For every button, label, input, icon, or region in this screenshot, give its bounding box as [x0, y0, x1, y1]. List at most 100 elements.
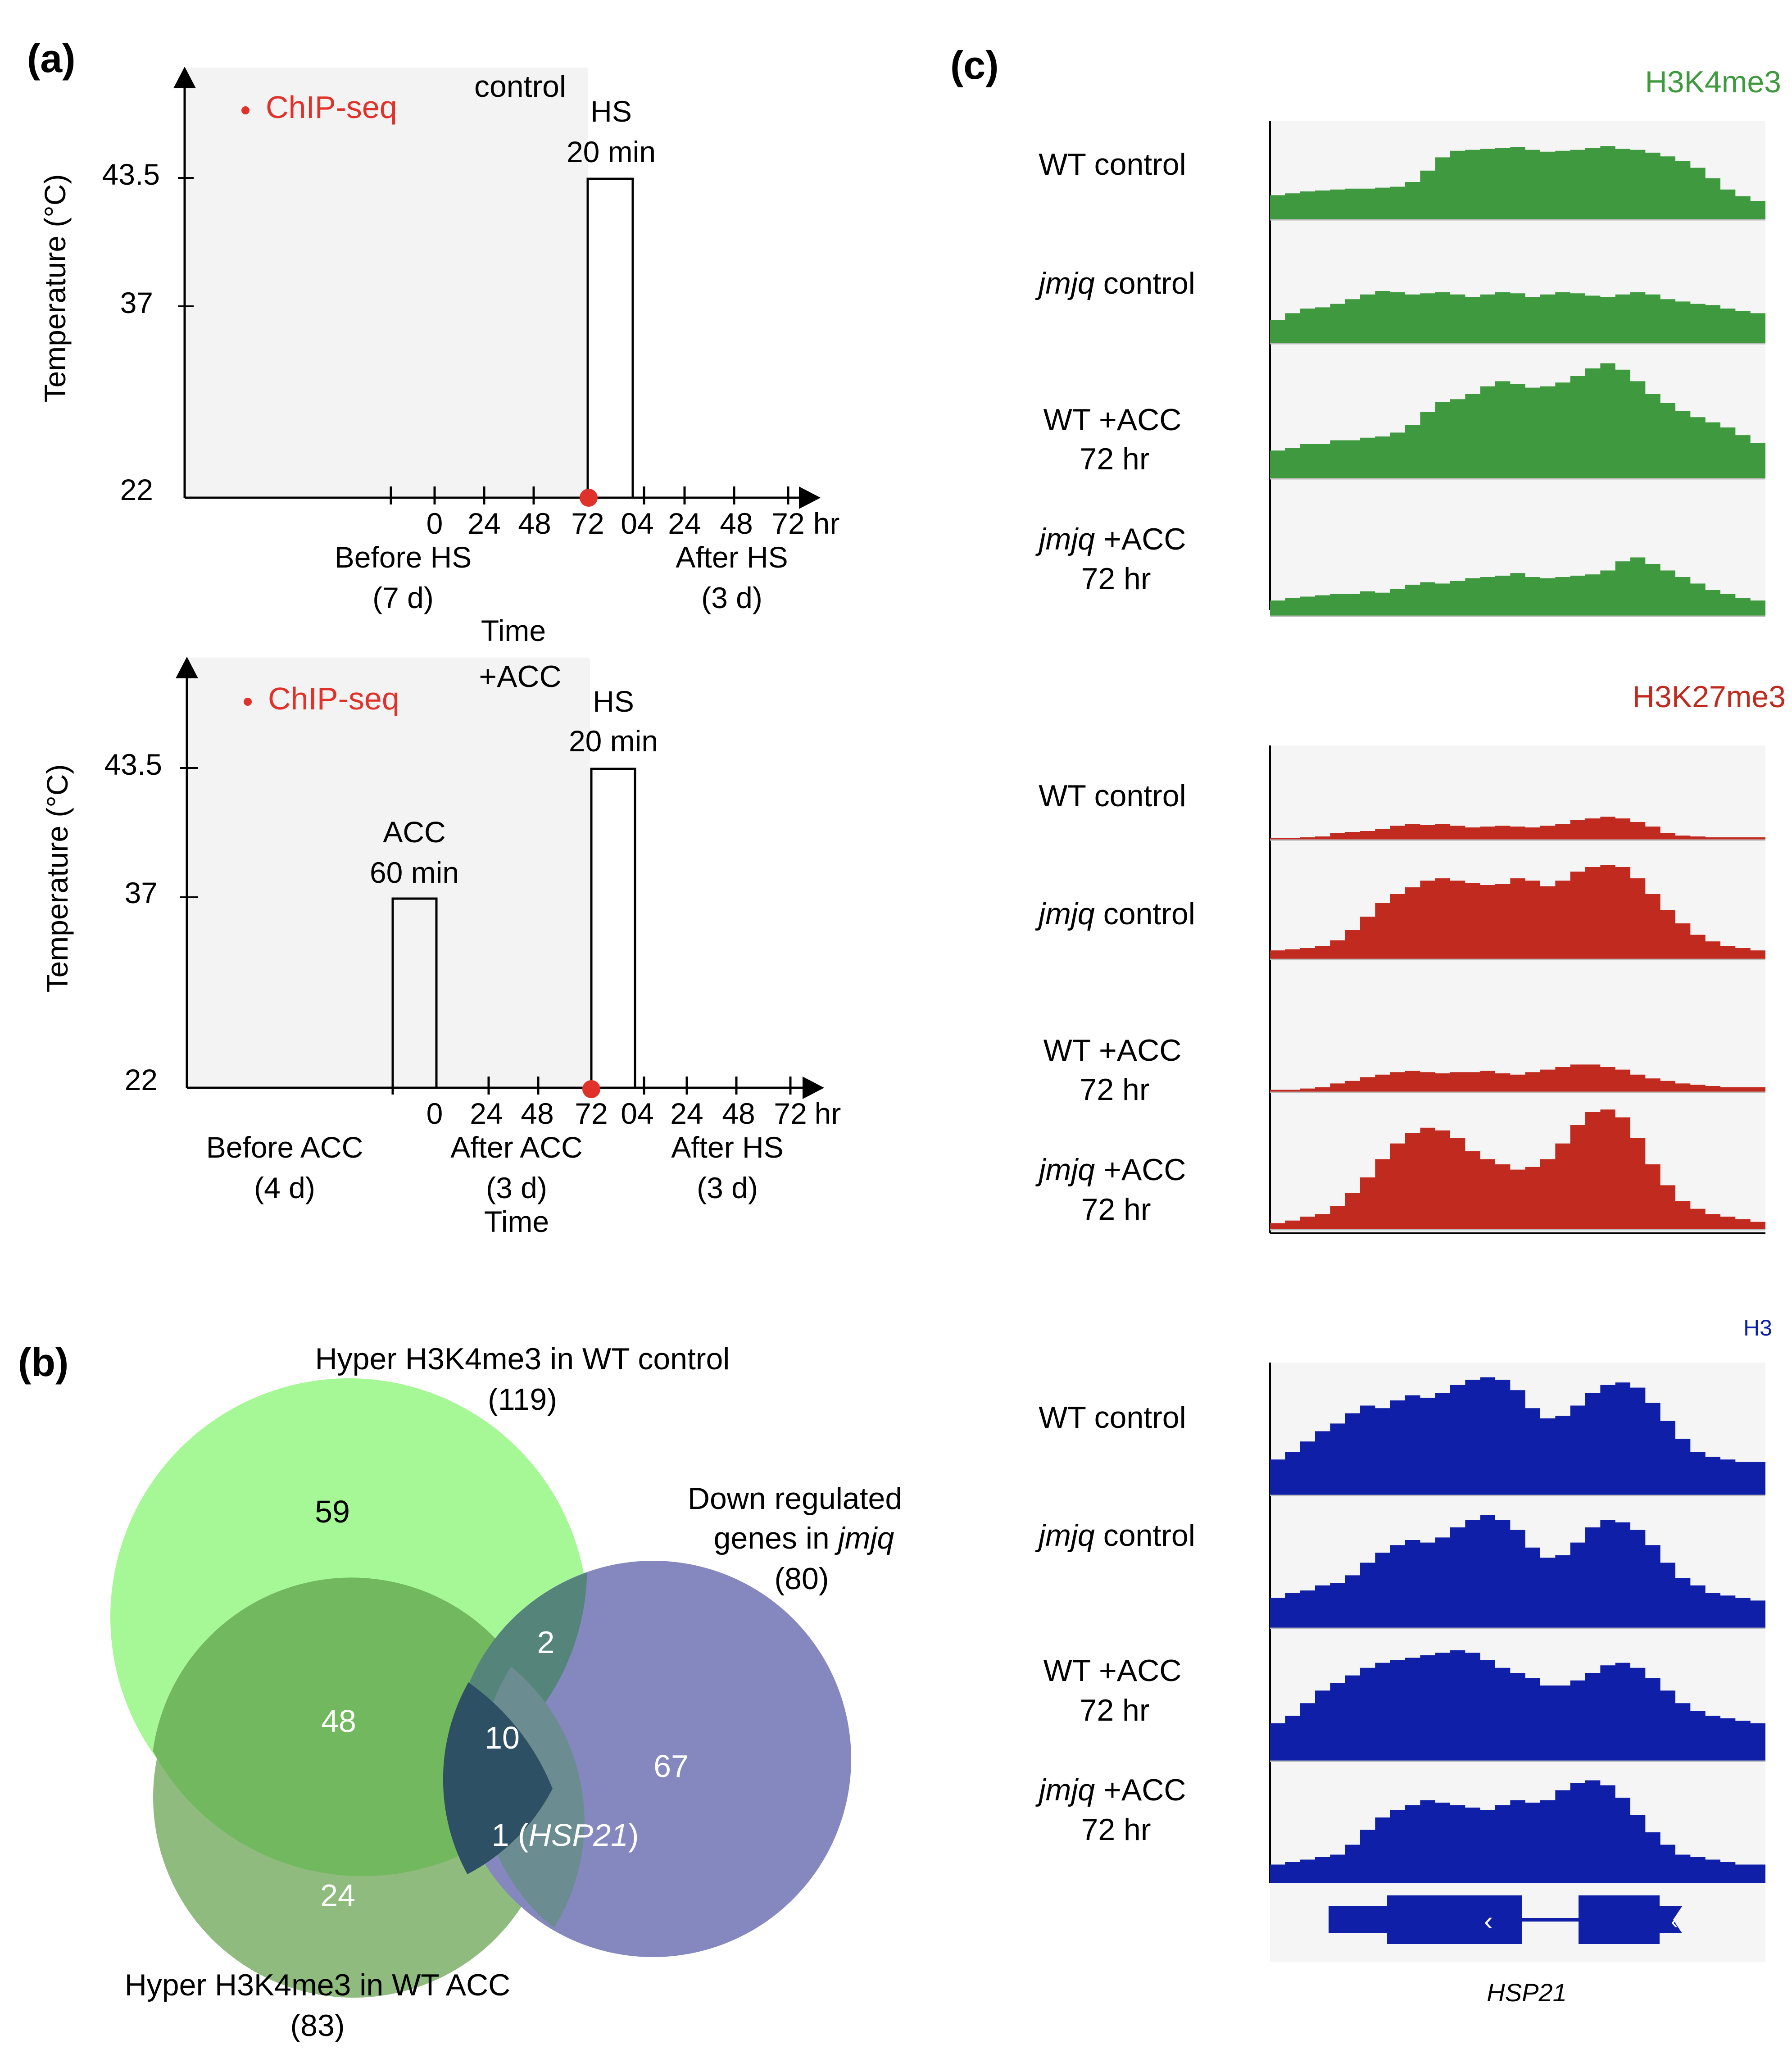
xtick-label: 0	[426, 507, 443, 540]
x-unit-label: hr	[813, 507, 840, 540]
shaded-region	[185, 68, 588, 498]
coverage-track-h3-3	[1270, 1780, 1765, 1892]
phase-after-hs: After HS	[676, 541, 788, 574]
track-label: WT +ACC	[1043, 1654, 1182, 1688]
hs-pulse	[586, 177, 634, 499]
region-count-acc-down: 1 (HSP21)	[492, 1817, 639, 1853]
phase-after-hs: After HS	[671, 1131, 783, 1164]
xtick-label: 24	[668, 507, 701, 540]
panel-c: (c) H3K4me3 H3K27me3 H3 WT control jmjq …	[950, 43, 1786, 2007]
track-label: jmjq control	[1035, 266, 1195, 300]
ytick-label: 43.5	[102, 158, 160, 191]
phase-after-acc-duration: (3 d)	[486, 1171, 547, 1204]
track-label: jmjq control	[1035, 1518, 1195, 1553]
track-label-line2: 72 hr	[1081, 1813, 1151, 1847]
legend-chip-seq: ChIP-seq	[266, 90, 397, 125]
condition-label: control	[474, 69, 566, 104]
xtick-label: 24	[467, 507, 500, 540]
phase-after-hs-duration: (3 d)	[697, 1171, 758, 1204]
xtick-label: 0	[426, 1097, 443, 1130]
set-count-down: (80)	[775, 1562, 829, 1596]
xtick-label: 04	[621, 507, 653, 540]
coverage-track-h3k27me3-2	[1270, 1064, 1765, 1092]
coverage-track-h3-2	[1270, 1650, 1765, 1761]
region-count-control-acc: 48	[321, 1704, 356, 1739]
set-label-down-1: Down regulated	[688, 1481, 902, 1516]
xtick-label: 48	[521, 1097, 553, 1130]
y-axis-arrow	[176, 657, 198, 678]
track-label: jmjq +ACC	[1035, 1153, 1186, 1187]
gene-label: HSP21	[1487, 1978, 1566, 2007]
xtick-label: 48	[518, 507, 551, 540]
region-count-down-only: 67	[653, 1749, 689, 1784]
coverage-tracks	[1270, 146, 1765, 1893]
xtick-label: 48	[722, 1097, 755, 1130]
track-labels: WT control jmjq control WT +ACC 72 hr jm…	[1035, 147, 1195, 1847]
coverage-track-h3-0	[1270, 1377, 1765, 1495]
x-ticks	[391, 1077, 792, 1095]
xtick-label: 72	[571, 507, 604, 540]
track-label: WT +ACC	[1043, 1033, 1182, 1068]
strand-arrow-icon: ‹	[1671, 1910, 1678, 1934]
region-count-control-down: 2	[537, 1625, 555, 1660]
set-label-down-2: genes in jmjq	[714, 1521, 894, 1555]
coverage-track-h3-1	[1270, 1515, 1765, 1628]
hs-pulse	[590, 768, 636, 1089]
phase-before-acc-duration: (4 d)	[254, 1171, 315, 1204]
track-label-line2: 72 hr	[1080, 1693, 1150, 1727]
acc-pulse	[391, 897, 438, 1089]
acc-label-2: 60 min	[370, 856, 459, 889]
legend-dot	[241, 106, 250, 114]
y-axis-arrow	[173, 67, 196, 88]
panel-a-bottom: 43.5 37 22 Temperature (°C) ChIP-seq +AC…	[41, 657, 841, 1238]
panel-label-c: (c)	[950, 43, 999, 87]
coverage-track-h3k4me3-1	[1270, 291, 1765, 344]
track-group-title-h3: H3	[1743, 1315, 1772, 1340]
xtick-label: 04	[621, 1097, 653, 1130]
hs-label-1: HS	[590, 95, 632, 128]
set-label-wt-acc: Hyper H3K4me3 in WT ACC	[125, 1968, 511, 2002]
strand-arrow-icon: ‹	[1484, 1906, 1493, 1936]
track-label-line2: 72 hr	[1081, 1192, 1151, 1227]
chip-seq-point	[580, 489, 598, 507]
x-axis-arrow	[803, 1077, 824, 1099]
hs-label-2: 20 min	[567, 135, 656, 168]
y-axis-label: Temperature (°C)	[38, 174, 72, 403]
coverage-track-h3k4me3-0	[1270, 146, 1765, 220]
track-label: WT control	[1039, 1400, 1186, 1435]
phase-before-hs: Before HS	[335, 541, 472, 574]
condition-label: +ACC	[479, 659, 561, 694]
acc-label-1: ACC	[383, 815, 445, 849]
ytick-label: 37	[120, 286, 153, 319]
x-ticks	[390, 486, 789, 504]
gene-model: ‹ ‹	[1270, 1883, 1765, 1962]
chip-seq-point	[582, 1080, 600, 1098]
panel-label-b: (b)	[18, 1340, 68, 1385]
hs-label-1: HS	[593, 685, 634, 718]
x-axis-label: Time	[484, 1205, 549, 1238]
xtick-label: 72	[774, 1097, 807, 1130]
xtick-label: 24	[470, 1097, 503, 1130]
panel-a-top: (a) 43.5 37 22 Temperature (°C) ChIP-seq…	[27, 36, 839, 647]
phase-before-hs-duration: (7 d)	[372, 581, 434, 614]
shaded-region	[187, 658, 590, 1088]
coverage-track-h3k27me3-1	[1270, 865, 1765, 959]
legend-chip-seq: ChIP-seq	[268, 681, 399, 716]
ytick-label: 22	[125, 1063, 158, 1096]
track-group-title-h3k4me3: H3K4me3	[1645, 65, 1781, 99]
panel-b: (b) Hyper H3K4me3 in WT control (119) Do…	[18, 1340, 902, 2043]
venn-overlap-all	[443, 1682, 553, 1874]
coverage-track-h3k4me3-2	[1270, 363, 1765, 479]
track-label: jmjq control	[1035, 897, 1195, 931]
x-axis-arrow	[799, 486, 821, 509]
region-count-control-only: 59	[315, 1494, 350, 1529]
ytick-label: 37	[125, 876, 158, 909]
track-label-line2: 72 hr	[1080, 1072, 1150, 1107]
track-label: jmjq +ACC	[1035, 1773, 1186, 1807]
ytick-label: 43.5	[104, 748, 162, 781]
region-count-acc-only: 24	[320, 1878, 355, 1913]
track-label: jmjq +ACC	[1035, 522, 1186, 556]
track-group-title-h3k27me3: H3K27me3	[1633, 680, 1786, 714]
coverage-track-h3k27me3-3	[1270, 1109, 1765, 1230]
hs-label-2: 20 min	[569, 724, 658, 758]
